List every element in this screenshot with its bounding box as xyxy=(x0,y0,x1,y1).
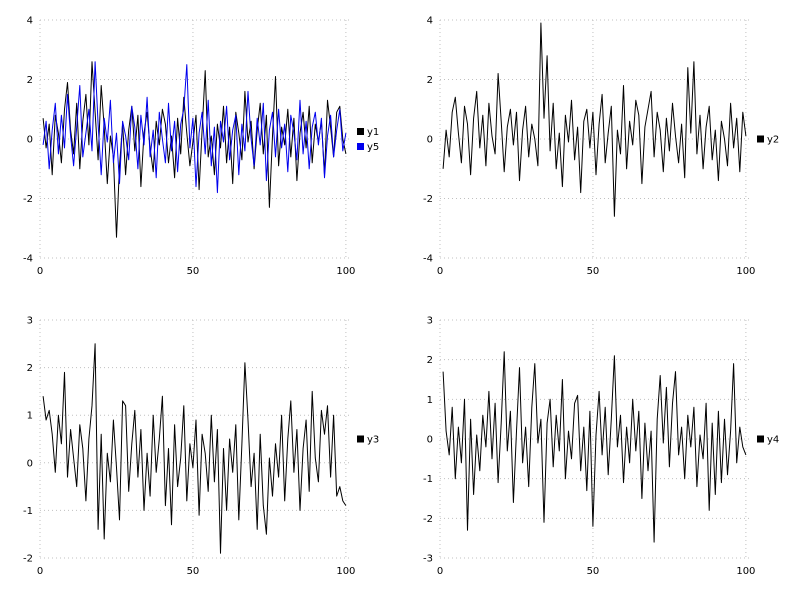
legend-label-y5: y5 xyxy=(367,142,379,153)
legend-label-y3: y3 xyxy=(367,435,379,446)
y-tick-label: -2 xyxy=(423,194,433,205)
y-tick-label: 2 xyxy=(27,75,33,86)
y-tick-label: 0 xyxy=(427,435,433,446)
legend-marker-y1 xyxy=(357,128,364,135)
chart-y1-y5: -4 -2 0 2 4 0 50 100 y1 y5 xyxy=(23,16,379,278)
x-tick-label: 100 xyxy=(736,566,755,577)
legend-label-y4: y4 xyxy=(767,435,779,446)
y-tick-label: -4 xyxy=(23,254,33,265)
x-tick-label: 50 xyxy=(187,266,200,277)
y-tick-label: 4 xyxy=(27,16,33,27)
x-tick-label: 50 xyxy=(587,266,600,277)
y-tick-label: -3 xyxy=(423,554,433,565)
y-tick-label: -2 xyxy=(23,554,33,565)
y-tick-label: -1 xyxy=(23,506,33,517)
x-tick-label: 100 xyxy=(336,266,355,277)
y-tick-label: 0 xyxy=(427,135,433,146)
legend-marker-y4 xyxy=(757,435,764,443)
y-tick-label: 2 xyxy=(27,363,33,374)
y-tick-label: 0 xyxy=(27,458,33,469)
y-tick-label: -4 xyxy=(423,254,433,265)
chart-panel-top-left: -4 -2 0 2 4 0 50 100 y1 y5 xyxy=(0,0,400,300)
y-tick-label: 3 xyxy=(427,316,433,327)
chart-panel-top-right: -4 -2 0 2 4 0 50 100 y2 xyxy=(400,0,800,300)
legend-label-y1: y1 xyxy=(367,127,379,138)
y-tick-label: -2 xyxy=(23,194,33,205)
chart-panel-bottom-left: -2 -1 0 1 2 3 0 50 100 y3 xyxy=(0,300,400,600)
series-y2 xyxy=(442,22,747,217)
y-tick-label: -1 xyxy=(423,474,433,485)
chart-y4: -3 -2 -1 0 1 2 3 0 50 100 y4 xyxy=(423,316,779,578)
x-tick-label: 50 xyxy=(587,566,600,577)
chart-panel-bottom-right: -3 -2 -1 0 1 2 3 0 50 100 y4 xyxy=(400,300,800,600)
legend-marker-y3 xyxy=(357,435,364,443)
series-y4 xyxy=(442,351,747,543)
x-tick-label: 0 xyxy=(437,566,443,577)
y-tick-label: 4 xyxy=(427,16,433,27)
y-tick-label: 1 xyxy=(27,411,33,422)
y-tick-label: -2 xyxy=(423,514,433,525)
x-tick-label: 0 xyxy=(37,266,43,277)
y-tick-label: 3 xyxy=(27,316,33,327)
chart-y3: -2 -1 0 1 2 3 0 50 100 y3 xyxy=(23,316,379,578)
series-y5 xyxy=(42,61,347,194)
x-tick-label: 0 xyxy=(437,266,443,277)
legend-label-y2: y2 xyxy=(767,135,779,146)
y-tick-label: 2 xyxy=(427,75,433,86)
y-tick-label: 2 xyxy=(427,355,433,366)
legend-marker-y5 xyxy=(357,143,364,150)
x-tick-label: 100 xyxy=(336,566,355,577)
y-tick-label: 1 xyxy=(427,395,433,406)
x-tick-label: 100 xyxy=(736,266,755,277)
series-y3 xyxy=(42,343,347,554)
y-tick-label: 0 xyxy=(27,135,33,146)
chart-y2: -4 -2 0 2 4 0 50 100 y2 xyxy=(423,16,779,278)
x-tick-label: 50 xyxy=(187,566,200,577)
x-tick-label: 0 xyxy=(37,566,43,577)
legend-marker-y2 xyxy=(757,135,764,143)
